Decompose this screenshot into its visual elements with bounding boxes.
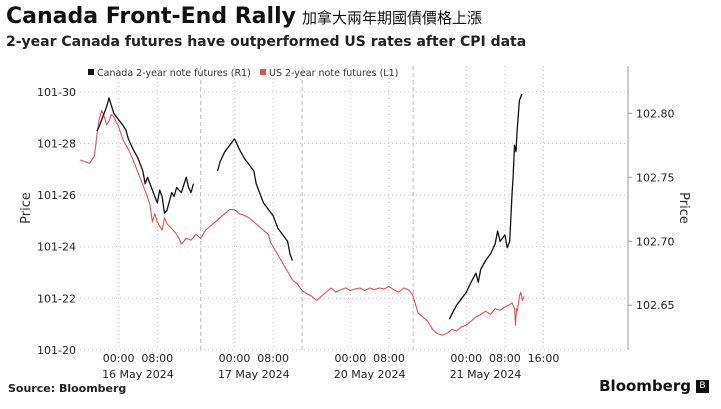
canada-series-line: [216, 138, 294, 261]
source-note: Source: Bloomberg: [8, 382, 127, 395]
legend-swatch: [88, 69, 94, 75]
x-tick-label: 08:00: [489, 352, 521, 365]
right-tick-label: 102.80: [636, 107, 675, 120]
series-lines: [79, 93, 525, 336]
canada-series-line: [96, 97, 195, 214]
x-tick-label: 08:00: [373, 352, 405, 365]
legend-swatch: [260, 69, 266, 75]
right-axis-title: Price: [676, 192, 691, 224]
x-tick-label: 00:00: [335, 352, 367, 365]
x-tick-label: 08:00: [141, 352, 173, 365]
x-tick-label: 00:00: [103, 352, 135, 365]
left-tick-label: 101-24: [37, 241, 76, 254]
legend-label: US 2-year note futures (L1): [269, 68, 398, 79]
left-tick-label: 101-28: [37, 137, 76, 150]
title-row: Canada Front-End Rally 加拿大兩年期國債價格上漲: [6, 4, 482, 29]
left-tick-label: 101-20: [37, 344, 76, 357]
chart-title: Canada Front-End Rally: [6, 4, 296, 29]
right-tick-label: 102.70: [636, 235, 675, 248]
legend: Canada 2-year note futures (R1) US 2-year…: [88, 68, 398, 79]
legend-label: Canada 2-year note futures (R1): [97, 68, 251, 79]
date-label: 21 May 2024: [450, 368, 522, 381]
x-tick-label: 00:00: [219, 352, 251, 365]
bloomberg-brand: Bloomberg: [599, 377, 691, 395]
canada-series-line: [448, 93, 523, 320]
x-tick-label: 00:00: [450, 352, 482, 365]
date-label: 20 May 2024: [334, 368, 406, 381]
bloomberg-logo-icon: B: [696, 380, 709, 393]
date-label: 16 May 2024: [102, 368, 174, 381]
x-tick-label: 08:00: [257, 352, 289, 365]
session-breaks: [200, 66, 414, 350]
right-tick-label: 102.65: [636, 299, 675, 312]
us-series-line: [79, 109, 525, 336]
grid: [80, 66, 628, 351]
left-tick-label: 101-30: [37, 86, 76, 99]
left-tick-label: 101-22: [37, 292, 76, 305]
x-tick-label: 16:00: [528, 352, 560, 365]
axes: 101-20 101-22 101-24 101-26 101-28 101-30 00:0…: [19, 66, 691, 381]
right-tick-label: 102.75: [636, 171, 675, 184]
chart-subtitle: 2-year Canada futures have outperformed …: [6, 34, 527, 50]
date-label: 17 May 2024: [218, 368, 290, 381]
left-axis-title: Price: [19, 192, 34, 224]
chart-title-chinese: 加拿大兩年期國債價格上漲: [301, 9, 482, 27]
left-tick-label: 101-26: [37, 189, 76, 202]
